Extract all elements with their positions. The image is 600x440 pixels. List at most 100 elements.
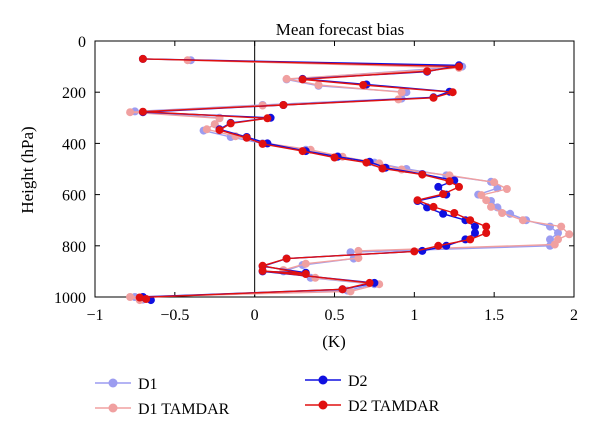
data-point bbox=[301, 270, 310, 278]
legend-label: D2 bbox=[348, 373, 368, 390]
legend-label: D1 TAMDAR bbox=[138, 401, 230, 418]
legend-marker bbox=[108, 403, 118, 413]
data-point bbox=[298, 147, 307, 156]
x-tick-label: 2 bbox=[570, 307, 578, 324]
data-point bbox=[311, 273, 320, 282]
data-point bbox=[210, 120, 219, 129]
data-point bbox=[448, 88, 457, 97]
data-point bbox=[282, 74, 291, 83]
data-point bbox=[445, 171, 454, 180]
data-point bbox=[279, 101, 288, 109]
data-point bbox=[554, 229, 562, 237]
legend-marker bbox=[318, 375, 328, 385]
legend-item: D1 bbox=[95, 376, 158, 393]
legend-item: D1 TAMDAR bbox=[95, 401, 230, 418]
data-point bbox=[378, 164, 387, 173]
y-tick-label: 0 bbox=[78, 34, 86, 51]
data-point bbox=[502, 185, 511, 193]
data-point bbox=[423, 67, 432, 76]
data-point bbox=[477, 191, 486, 200]
data-point bbox=[445, 177, 454, 186]
legend-label: D1 bbox=[138, 376, 158, 393]
legend-marker bbox=[318, 400, 328, 410]
data-point bbox=[565, 230, 574, 239]
data-point bbox=[455, 62, 463, 71]
data-point bbox=[466, 216, 475, 225]
data-point bbox=[546, 235, 554, 244]
data-point bbox=[354, 254, 363, 263]
x-tick-label: 0.5 bbox=[325, 307, 345, 324]
data-point bbox=[487, 202, 495, 211]
data-point bbox=[346, 287, 355, 296]
data-point bbox=[429, 93, 438, 102]
data-point bbox=[138, 107, 147, 116]
data-point bbox=[429, 202, 438, 211]
data-point bbox=[518, 216, 527, 225]
data-point bbox=[338, 285, 347, 294]
data-point bbox=[418, 170, 427, 179]
data-point bbox=[301, 259, 310, 268]
x-tick-label: 0 bbox=[251, 307, 259, 324]
data-point bbox=[466, 235, 475, 244]
data-point bbox=[471, 229, 479, 237]
data-point bbox=[482, 229, 491, 237]
legend-label: D2 TAMDAR bbox=[348, 398, 440, 415]
legend: D1 D1 TAMDAR D2 D2 TAMDAR bbox=[95, 373, 440, 418]
data-point bbox=[282, 254, 291, 263]
y-tick-label: 800 bbox=[62, 239, 86, 256]
data-point bbox=[258, 266, 267, 275]
data-point bbox=[439, 209, 448, 218]
data-point bbox=[258, 139, 267, 148]
x-tick-label: −0.5 bbox=[160, 307, 189, 324]
series-d1-tamdar bbox=[126, 56, 574, 305]
series-d2 bbox=[138, 54, 479, 305]
y-tick-label: 1000 bbox=[54, 290, 86, 307]
data-point bbox=[314, 81, 323, 89]
data-point bbox=[354, 246, 363, 255]
series-line bbox=[129, 59, 571, 301]
data-point bbox=[215, 126, 224, 135]
data-point bbox=[439, 190, 448, 199]
data-point bbox=[138, 54, 147, 63]
axes: −1 −0.5 0 0.5 1 1.5 2 0 200 400 600 800 1000 bbox=[54, 34, 578, 324]
data-point bbox=[298, 75, 307, 84]
x-tick-label: −1 bbox=[86, 307, 103, 324]
data-point bbox=[362, 158, 371, 167]
chart-title: Mean forecast bias bbox=[276, 20, 404, 39]
data-point bbox=[434, 182, 443, 191]
data-point bbox=[498, 209, 507, 217]
legend-marker bbox=[108, 378, 118, 388]
y-axis-label: Height (hPa) bbox=[18, 126, 37, 213]
data-point bbox=[226, 119, 235, 128]
data-point bbox=[330, 153, 339, 162]
y-tick-label: 600 bbox=[62, 188, 86, 205]
data-point bbox=[410, 247, 419, 256]
legend-item: D2 TAMDAR bbox=[305, 398, 440, 415]
y-tick-label: 200 bbox=[62, 85, 86, 102]
data-point bbox=[202, 125, 211, 134]
data-point bbox=[263, 114, 272, 123]
data-point bbox=[482, 222, 491, 231]
data-point bbox=[557, 222, 566, 231]
data-point bbox=[135, 293, 144, 302]
series-d2-tamdar bbox=[135, 54, 491, 303]
data-point bbox=[482, 196, 491, 205]
plot-area-frame bbox=[94, 40, 575, 298]
data-point bbox=[142, 295, 151, 303]
data-point bbox=[434, 241, 443, 250]
y-tick-label: 400 bbox=[62, 136, 86, 153]
x-axis-label: (K) bbox=[322, 332, 346, 351]
data-point bbox=[397, 88, 406, 97]
x-tick-label: 1.5 bbox=[484, 307, 504, 324]
x-tick-label: 1 bbox=[410, 307, 418, 324]
data-point bbox=[359, 81, 368, 89]
data-point bbox=[242, 133, 251, 142]
data-point bbox=[490, 178, 499, 187]
data-point bbox=[455, 182, 463, 191]
data-point bbox=[413, 196, 422, 205]
data-point bbox=[550, 240, 559, 249]
data-point bbox=[365, 278, 374, 287]
data-point bbox=[126, 108, 135, 117]
